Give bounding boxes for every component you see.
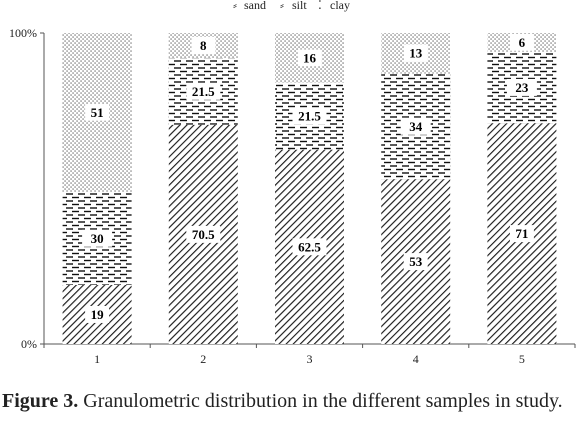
x-tick-label-5: 5 bbox=[519, 352, 525, 366]
data-label-bg-clay-2 bbox=[191, 36, 216, 54]
data-label-silt-3: 21.5 bbox=[298, 109, 321, 124]
data-label-bg-sand-1 bbox=[85, 305, 110, 323]
data-label-silt-2: 21.5 bbox=[192, 84, 215, 99]
data-label-bg-silt-2 bbox=[186, 82, 221, 100]
figure-caption-label: Figure 3. bbox=[2, 390, 79, 412]
data-label-bg-silt-1 bbox=[82, 229, 113, 247]
legend-symbol-clay: ⁚ bbox=[318, 0, 322, 12]
bars: 19 30 51 70.5 21.5 8 62.5 21.5 16 53 34 13 71 23 6 bbox=[62, 33, 557, 345]
data-label-silt-4: 34 bbox=[409, 119, 423, 134]
data-label-clay-2: 8 bbox=[200, 38, 207, 53]
x-tick-label-4: 4 bbox=[413, 352, 419, 366]
y-tick-label-100: 100% bbox=[9, 26, 37, 40]
data-label-bg-sand-3 bbox=[292, 238, 327, 256]
data-label-bg-clay-4 bbox=[403, 44, 428, 62]
data-label-bg-silt-3 bbox=[292, 107, 327, 125]
legend-item-silt: ⸗ silt bbox=[280, 0, 307, 12]
data-label-bg-sand-2 bbox=[186, 225, 221, 243]
x-tick-label-1: 1 bbox=[94, 352, 100, 366]
legend-item-sand: ⸗ sand bbox=[233, 0, 266, 12]
data-label-clay-3: 16 bbox=[303, 50, 317, 65]
data-label-silt-5: 23 bbox=[515, 80, 529, 95]
x-tick-label-2: 2 bbox=[200, 352, 206, 366]
legend-label-silt: silt bbox=[292, 0, 307, 12]
figure-caption: Figure 3. Granulometric distribution in … bbox=[2, 389, 574, 414]
data-label-bg-sand-5 bbox=[509, 225, 534, 243]
data-label-clay-1: 51 bbox=[91, 105, 104, 120]
data-label-clay-4: 13 bbox=[409, 46, 423, 61]
data-label-sand-4: 53 bbox=[409, 254, 423, 269]
x-tick-label-3: 3 bbox=[307, 352, 313, 366]
legend-label-sand: sand bbox=[244, 0, 266, 12]
axes: 100% 0% bbox=[9, 26, 575, 351]
data-label-silt-1: 30 bbox=[91, 231, 104, 246]
data-label-sand-2: 70.5 bbox=[192, 227, 215, 242]
data-label-clay-5: 6 bbox=[519, 35, 526, 50]
y-tick-label-0: 0% bbox=[21, 337, 37, 351]
data-label-sand-1: 19 bbox=[91, 307, 105, 322]
legend-symbol-sand: ⸗ bbox=[233, 0, 237, 12]
figure-caption-text: Granulometric distribution in the differ… bbox=[78, 390, 563, 412]
data-label-bg-sand-4 bbox=[403, 253, 428, 271]
data-label-bg-silt-4 bbox=[400, 117, 431, 135]
legend-item-clay: ⁚ clay bbox=[318, 0, 350, 12]
legend-label-clay: clay bbox=[330, 0, 350, 12]
data-label-sand-5: 71 bbox=[515, 226, 528, 241]
x-ticks: 1 2 3 4 5 bbox=[43, 344, 576, 366]
data-label-bg-silt-5 bbox=[506, 78, 537, 96]
legend-symbol-silt: ⸗ bbox=[280, 0, 284, 12]
data-label-bg-clay-3 bbox=[297, 49, 322, 67]
data-label-bg-clay-1 bbox=[85, 103, 110, 121]
data-label-bg-clay-5 bbox=[509, 33, 534, 51]
legend: ⸗ sand ⸗ silt ⁚ clay bbox=[233, 0, 350, 12]
data-label-sand-3: 62.5 bbox=[298, 239, 321, 254]
stacked-bar-chart: ⸗ sand ⸗ silt ⁚ clay 100% 0% 19305170.52… bbox=[9, 0, 576, 366]
